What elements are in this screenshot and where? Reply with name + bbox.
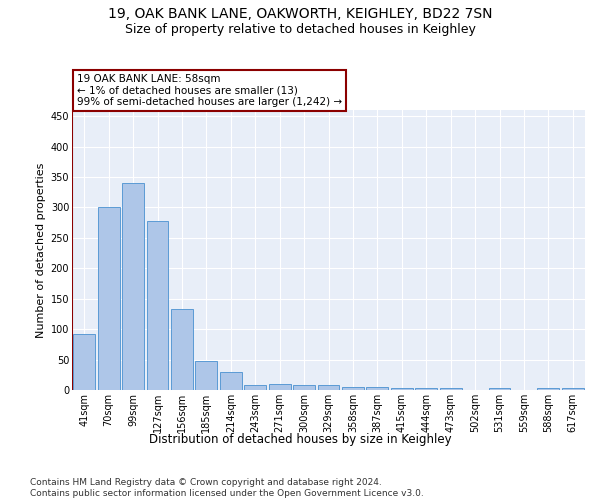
Bar [98, 208, 119, 390]
Bar [538, 388, 559, 390]
Bar [73, 334, 95, 390]
Bar [171, 309, 193, 390]
Bar [440, 388, 461, 390]
Bar [391, 388, 413, 390]
Text: 19, OAK BANK LANE, OAKWORTH, KEIGHLEY, BD22 7SN: 19, OAK BANK LANE, OAKWORTH, KEIGHLEY, B… [108, 8, 492, 22]
Bar [269, 384, 290, 390]
Text: Distribution of detached houses by size in Keighley: Distribution of detached houses by size … [149, 432, 451, 446]
Bar [196, 362, 217, 390]
Bar [415, 388, 437, 390]
Bar [367, 387, 388, 390]
Bar [244, 384, 266, 390]
Text: 19 OAK BANK LANE: 58sqm
← 1% of detached houses are smaller (13)
99% of semi-det: 19 OAK BANK LANE: 58sqm ← 1% of detached… [77, 74, 342, 107]
Bar [293, 384, 315, 390]
Bar [488, 388, 511, 390]
Bar [220, 372, 242, 390]
Bar [317, 384, 340, 390]
Bar [342, 387, 364, 390]
Bar [562, 388, 584, 390]
Text: Size of property relative to detached houses in Keighley: Size of property relative to detached ho… [125, 22, 475, 36]
Bar [146, 221, 169, 390]
Y-axis label: Number of detached properties: Number of detached properties [37, 162, 46, 338]
Bar [122, 183, 144, 390]
Text: Contains HM Land Registry data © Crown copyright and database right 2024.
Contai: Contains HM Land Registry data © Crown c… [30, 478, 424, 498]
